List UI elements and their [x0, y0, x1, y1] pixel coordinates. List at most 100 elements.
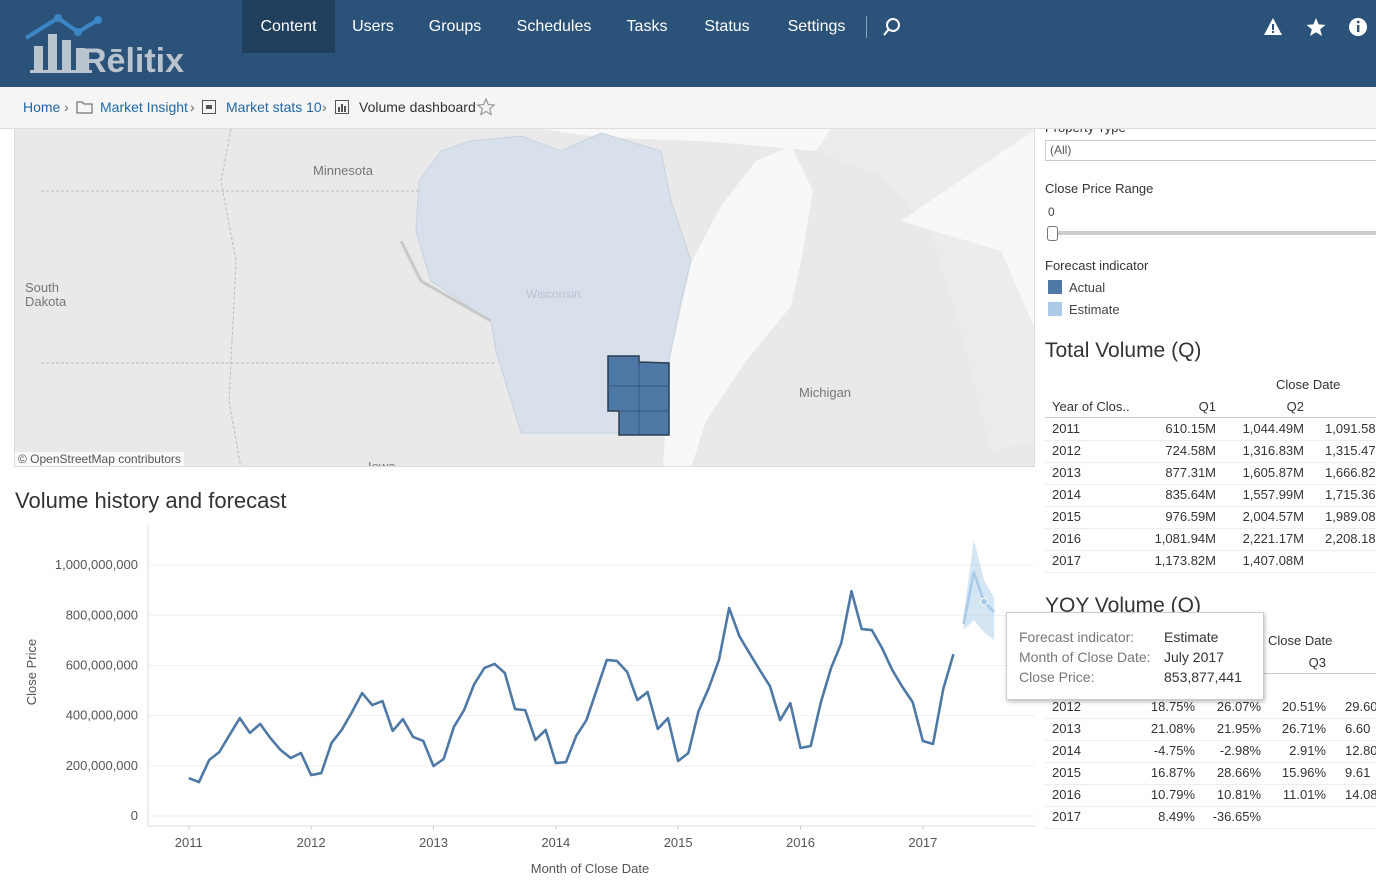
table-cell: 2016 [1052, 531, 1081, 546]
table-cell: 2,004.57M [1242, 509, 1304, 524]
nav-item[interactable]: Schedules [516, 18, 592, 35]
y-tick-label: 1,000,000,000 [55, 557, 138, 572]
search-icon[interactable] [880, 15, 904, 39]
column-header: Year of Clos.. [1052, 399, 1130, 414]
nav-item[interactable]: Status [704, 18, 750, 35]
table-cell: 18.75% [1150, 699, 1195, 714]
table-cell: 2014 [1052, 487, 1081, 502]
table-cell: 28.66% [1216, 765, 1261, 780]
row-rule [1045, 784, 1376, 785]
table-title: Total Volume (Q) [1045, 339, 1202, 362]
slider-handle[interactable] [1047, 226, 1058, 241]
table-cell: 724.58M [1165, 443, 1216, 458]
row-rule [1045, 440, 1376, 441]
table-cell: 2017 [1052, 553, 1081, 568]
x-tick-label: 2011 [175, 835, 203, 850]
table-cell: 2014 [1052, 743, 1081, 758]
tooltip-label: Month of Close Date: [1019, 649, 1151, 665]
table-title: YOY Volume (Q) [1045, 594, 1202, 617]
breadcrumb-home[interactable]: Home [23, 99, 61, 115]
map-attribution: © OpenStreetMap contributors [15, 452, 184, 466]
tooltip-label: Close Price: [1019, 669, 1095, 685]
slider-track [1052, 231, 1376, 235]
table-cell: 2012 [1052, 699, 1081, 714]
table-cell: 20.51% [1281, 699, 1326, 714]
table-cell: 1,989.08 [1325, 509, 1376, 524]
active-tab-bg [242, 0, 335, 53]
column-group-header: Close Date [1276, 377, 1341, 392]
column-group-header: Close Date [1268, 633, 1333, 648]
x-tick-label: 2016 [786, 835, 815, 850]
breadcrumb-project[interactable]: Market Insight [100, 99, 188, 115]
table-cell: 877.31M [1165, 465, 1216, 480]
nav-item[interactable]: Settings [787, 18, 846, 35]
row-rule [1045, 762, 1376, 763]
nav-item[interactable]: Groups [428, 18, 482, 35]
folder-icon [76, 101, 93, 114]
table-cell: 2012 [1052, 443, 1081, 458]
nav-item[interactable]: Content [260, 18, 317, 35]
slider-value: 0 [1048, 205, 1055, 219]
row-rule [1045, 718, 1376, 719]
column-header: Q3 [1308, 655, 1326, 670]
x-tick-label: 2014 [541, 835, 570, 850]
alert-icon[interactable] [1262, 16, 1284, 38]
row-rule [1045, 740, 1376, 741]
favorites-icon[interactable] [1305, 16, 1327, 38]
table-cell: 2013 [1052, 465, 1081, 480]
favorite-star[interactable] [476, 97, 496, 117]
series-line [962, 570, 996, 625]
info-icon[interactable] [1347, 16, 1369, 38]
legend-label: Actual [1069, 280, 1106, 295]
table-cell: 976.59M [1165, 509, 1216, 524]
table-cell: -36.65% [1212, 809, 1261, 824]
table-cell: 1,316.83M [1242, 443, 1304, 458]
column-header: Q2 [1286, 399, 1304, 414]
y-tick-label: 600,000,000 [66, 657, 138, 672]
table-cell: 29.60 [1345, 699, 1376, 714]
row-rule [1045, 506, 1376, 507]
side-panel: Property Type(All)Close Price Range0Fore… [1040, 118, 1376, 896]
table-cell: 2011 [1052, 421, 1080, 436]
table-cell: 1,091.58 [1325, 421, 1376, 436]
table-cell: 2013 [1052, 721, 1081, 736]
table-cell: 9.61 [1345, 765, 1371, 780]
table-cell: -4.75% [1153, 743, 1195, 758]
filter-dropdown[interactable]: (All) [1045, 140, 1376, 161]
nav-item[interactable]: Tasks [626, 18, 668, 35]
chart-title: Volume history and forecast [15, 488, 286, 513]
table-cell: 2,221.17M [1242, 531, 1304, 546]
x-tick-label: 2013 [419, 835, 448, 850]
breadcrumb-workbook[interactable]: Market stats 10 [226, 99, 322, 115]
x-tick-label: 2015 [664, 835, 693, 850]
table-cell: 12.80 [1345, 743, 1376, 758]
table-cell: 2015 [1052, 509, 1081, 524]
header-rule [1045, 417, 1376, 418]
table-cell: 21.95% [1216, 721, 1261, 736]
table-cell: 1,315.47 [1325, 443, 1376, 458]
table-cell: 14.08 [1345, 787, 1376, 802]
y-axis-label: Close Price [24, 639, 39, 705]
row-rule [1045, 484, 1376, 485]
logo-text: Rēlitix [82, 42, 184, 78]
table-cell: 2016 [1052, 787, 1081, 802]
logo: Rēlitix [24, 14, 184, 78]
series-line [188, 589, 955, 784]
table-cell: 11.01% [1282, 787, 1326, 802]
nav-item[interactable]: Users [352, 18, 394, 35]
table-cell: 1,407.08M [1242, 553, 1304, 568]
table-cell: 1,044.49M [1242, 421, 1304, 436]
breadcrumb-separator: › [190, 99, 195, 115]
table-cell: 1,715.36 [1325, 487, 1376, 502]
table-cell: 835.64M [1165, 487, 1216, 502]
y-tick-label: 800,000,000 [66, 607, 138, 622]
map-label: South Dakota [25, 280, 67, 309]
table-cell: 610.15M [1165, 421, 1216, 436]
table-cell: 21.08% [1150, 721, 1195, 736]
map-label: Wisconsin [526, 287, 581, 301]
y-tick-label: 400,000,000 [66, 708, 138, 723]
legend-label: Estimate [1069, 302, 1120, 317]
map-label: Michigan [799, 385, 852, 400]
map-base [15, 129, 1034, 466]
